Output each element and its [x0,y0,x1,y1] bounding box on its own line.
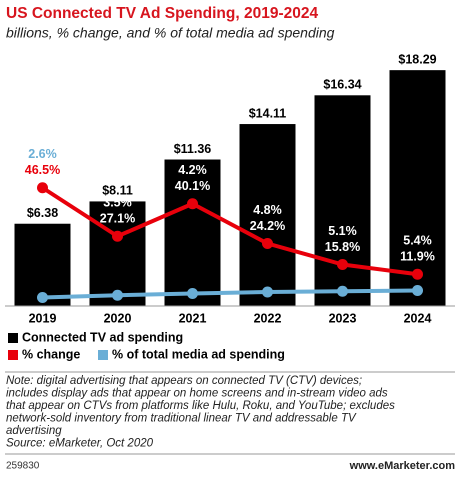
legend-label: Connected TV ad spending [22,330,183,344]
note: that appear on CTVs from platforms like … [6,400,395,412]
point [262,286,273,298]
point [187,288,198,299]
note: advertising [6,425,62,437]
source: Source: eMarketer, Oct 2020 [6,438,154,450]
point-label: 24.2% [250,219,285,233]
bar [239,124,296,306]
line [41,186,418,277]
bar-label: $14.11 [249,106,287,120]
bar [164,159,221,306]
point-label: 27.1% [100,212,135,226]
bar [314,95,371,306]
point-label: 5.4% [403,234,432,248]
x-tick-label: 2024 [404,311,432,325]
bar-label: $18.29 [398,52,436,66]
x-tick-label: 2022 [254,311,282,325]
bar [389,70,446,306]
note: network-sold inventory from traditional … [6,413,357,425]
point-label: 5.1% [328,224,357,238]
point [412,285,423,296]
point [187,198,198,210]
point-label: 4.8% [253,203,282,217]
point-label: 40.1% [175,179,210,193]
bar [89,201,146,306]
bar-label: $8.11 [102,184,133,198]
x-tick-label: 2023 [329,311,357,325]
chart-subtitle: billions, % change, and % of total media… [6,25,335,41]
legend-label: % of total media ad spending [112,347,285,361]
legend-label: % change [22,347,80,361]
point [112,230,123,242]
point-label: 15.8% [325,240,360,254]
legend-swatch [8,350,18,360]
point-label: 4.2% [178,163,207,177]
point [37,292,48,303]
chart-title: US Connected TV Ad Spending, 2019-2024 [6,5,318,22]
note: includes display ads that appear on home… [6,388,388,400]
legend-swatch [8,333,18,343]
point-label: 2.6% [28,147,57,161]
bar-label: $16.34 [323,78,361,92]
point [337,259,348,270]
point-label: 11.9% [400,250,435,264]
point [337,285,348,297]
point [112,289,123,301]
point [412,268,423,280]
x-tick-label: 2020 [104,311,132,325]
bar-label: $11.36 [174,142,212,156]
note: Note: digital advertising that appears o… [6,375,362,387]
legend-swatch [98,350,108,360]
point-label: 3.5% [103,196,132,210]
point-label: 46.5% [25,163,60,177]
website: www.eMarketer.com [349,460,456,472]
x-tick-label: 2021 [179,311,207,325]
chart-id: 259830 [6,461,40,472]
bar-label: $6.38 [27,206,58,220]
line [42,288,418,300]
point [262,238,273,249]
x-tick-label: 2019 [29,311,57,325]
point [37,182,48,194]
